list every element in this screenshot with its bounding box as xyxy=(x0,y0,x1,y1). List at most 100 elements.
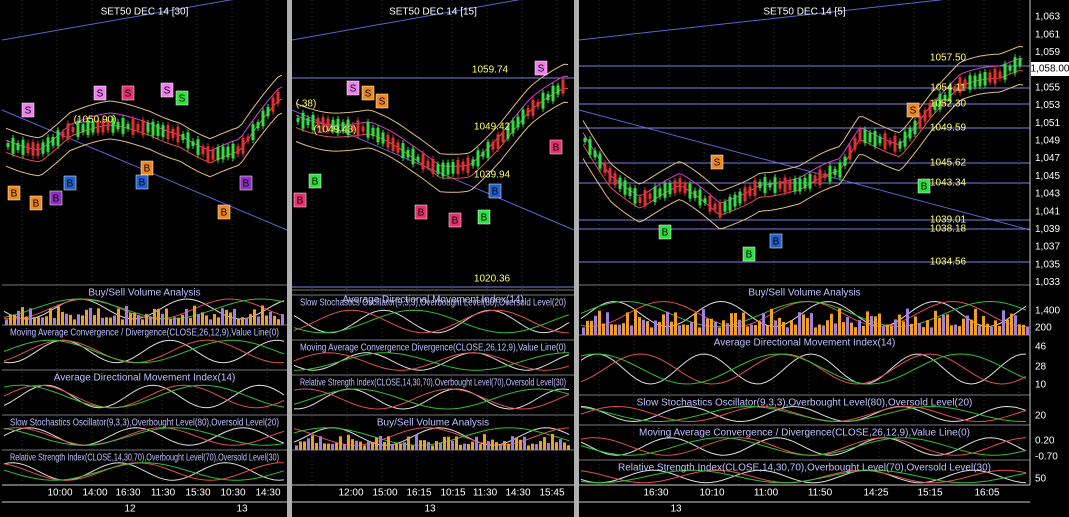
candle-body xyxy=(431,158,435,175)
candle-body xyxy=(316,118,320,129)
indicator-title: Buy/Sell Volume Analysis xyxy=(88,288,200,299)
candle-body xyxy=(993,68,997,84)
volume-bar xyxy=(491,439,494,450)
volume-bar xyxy=(586,320,589,335)
signal-marker xyxy=(742,246,756,262)
indicator-line xyxy=(3,427,285,446)
volume-bar xyxy=(419,440,422,450)
candle-body xyxy=(196,139,200,155)
price-axis-label: 1,041 xyxy=(1035,206,1060,217)
volume-bar xyxy=(686,324,689,335)
volume-bar xyxy=(29,308,32,325)
volume-bar xyxy=(734,312,737,335)
candle-body xyxy=(593,150,597,158)
volume-bar xyxy=(814,327,817,335)
volume-bar xyxy=(101,317,104,325)
signal-marker xyxy=(488,183,502,199)
volume-bar xyxy=(25,316,28,325)
time-label: 16:30 xyxy=(115,488,140,499)
signal-label: B xyxy=(297,196,304,207)
volume-bar xyxy=(93,315,96,325)
chart-panel: SET50 DEC 14 [5]1057.501054.111052.30104… xyxy=(578,0,1069,515)
indicator-line xyxy=(293,388,570,410)
candle-body xyxy=(878,136,882,144)
candle-body xyxy=(161,125,165,137)
volume-bar xyxy=(21,307,24,325)
candle-body xyxy=(923,110,927,122)
signal-label: S xyxy=(25,106,32,117)
candle-body xyxy=(748,186,752,196)
indicator-line xyxy=(3,462,285,481)
candle-body xyxy=(151,121,155,136)
volume-bar xyxy=(894,319,897,335)
indicator-band xyxy=(295,101,569,193)
price-axis-label: 1,043 xyxy=(1035,189,1060,200)
volume-bar xyxy=(9,314,12,325)
volume-bar xyxy=(423,440,426,450)
volume-bar xyxy=(459,444,462,450)
candle-body xyxy=(131,118,135,135)
candle-body xyxy=(206,146,210,162)
indicator-line xyxy=(580,469,1027,484)
candle-body xyxy=(326,118,330,131)
candle-body xyxy=(693,190,697,199)
volume-bar xyxy=(726,323,729,335)
candle-body xyxy=(216,147,220,161)
candle-body xyxy=(351,124,355,131)
volume-bar xyxy=(630,325,633,335)
volume-bar xyxy=(455,436,458,450)
volume-bar xyxy=(347,434,350,450)
volume-bar xyxy=(315,443,318,450)
signal-label: B xyxy=(33,199,40,210)
time-label: 14:00 xyxy=(82,488,107,499)
signal-marker xyxy=(906,102,920,118)
volume-bar xyxy=(273,315,276,325)
indicator-line xyxy=(293,352,570,371)
price-axis-label: 1,039 xyxy=(1035,224,1060,235)
volume-bar xyxy=(658,321,661,335)
volume-bar xyxy=(650,327,653,335)
indicator-axis-label: -0.70 xyxy=(1035,452,1058,463)
volume-bar xyxy=(407,436,410,450)
candle-body xyxy=(121,118,125,134)
candle-body xyxy=(798,178,802,192)
candle-body xyxy=(301,112,305,129)
candle-body xyxy=(653,186,657,203)
time-label: 15:15 xyxy=(917,488,942,499)
volume-bar xyxy=(217,317,220,325)
signal-marker xyxy=(477,209,491,225)
candle-body xyxy=(186,132,190,149)
candle-body xyxy=(698,189,702,206)
indicator-axis-label: 10 xyxy=(1035,380,1047,391)
volume-bar xyxy=(209,319,212,325)
candle-body xyxy=(36,143,40,156)
volume-bar xyxy=(950,325,953,335)
volume-bar xyxy=(125,305,128,325)
signal-label: B xyxy=(139,178,146,189)
volume-bar xyxy=(193,305,196,325)
splitter xyxy=(574,0,579,517)
volume-bar xyxy=(105,317,108,325)
indicator-title: Average Directional Movement Index(14) xyxy=(54,373,236,384)
volume-bar xyxy=(754,325,757,335)
volume-bar xyxy=(1010,313,1013,335)
volume-bar xyxy=(722,320,725,335)
volume-bar xyxy=(5,319,8,325)
volume-bar xyxy=(882,326,885,335)
volume-bar xyxy=(850,322,853,335)
signal-label: S xyxy=(910,106,917,117)
candle-body xyxy=(456,159,460,175)
volume-bar xyxy=(483,434,486,450)
candle-body xyxy=(1008,66,1012,71)
candle-body xyxy=(416,156,420,162)
volume-bar xyxy=(1018,324,1021,335)
volume-bar xyxy=(355,440,358,450)
candle-body xyxy=(496,134,500,150)
candle-body xyxy=(583,138,587,142)
candle-body xyxy=(116,121,120,130)
candle-body xyxy=(426,160,430,168)
volume-bar xyxy=(698,327,701,335)
signal-label: S xyxy=(179,94,186,105)
last-price-box xyxy=(1031,62,1069,76)
candle-body xyxy=(678,178,682,192)
